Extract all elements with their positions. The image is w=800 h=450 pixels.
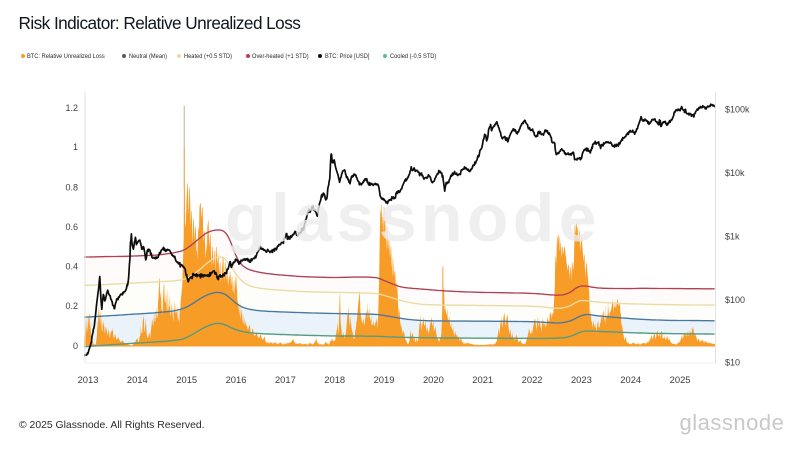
svg-text:1.2: 1.2 [65, 103, 78, 113]
svg-text:$100: $100 [725, 295, 745, 305]
svg-text:$100k: $100k [725, 105, 750, 115]
svg-text:0.4: 0.4 [65, 261, 78, 271]
svg-text:$10: $10 [725, 358, 740, 368]
svg-text:0: 0 [73, 341, 78, 351]
svg-text:2024: 2024 [620, 374, 641, 385]
svg-text:2015: 2015 [176, 374, 197, 385]
svg-text:0.6: 0.6 [65, 222, 78, 232]
svg-text:2013: 2013 [78, 374, 99, 385]
svg-text:2016: 2016 [226, 374, 247, 385]
svg-text:2017: 2017 [275, 374, 296, 385]
svg-text:$10k: $10k [725, 168, 745, 178]
svg-text:2021: 2021 [472, 374, 493, 385]
svg-text:2023: 2023 [571, 374, 592, 385]
svg-text:0.8: 0.8 [65, 182, 78, 192]
svg-text:$1k: $1k [725, 232, 740, 242]
svg-text:glassnode: glassnode [225, 180, 601, 256]
svg-text:2014: 2014 [127, 374, 148, 385]
svg-text:0.2: 0.2 [65, 301, 78, 311]
svg-text:2025: 2025 [670, 374, 691, 385]
svg-text:2019: 2019 [374, 374, 395, 385]
svg-text:1: 1 [73, 142, 78, 152]
svg-text:2022: 2022 [522, 374, 543, 385]
svg-text:2018: 2018 [324, 374, 345, 385]
svg-text:2020: 2020 [423, 374, 444, 385]
